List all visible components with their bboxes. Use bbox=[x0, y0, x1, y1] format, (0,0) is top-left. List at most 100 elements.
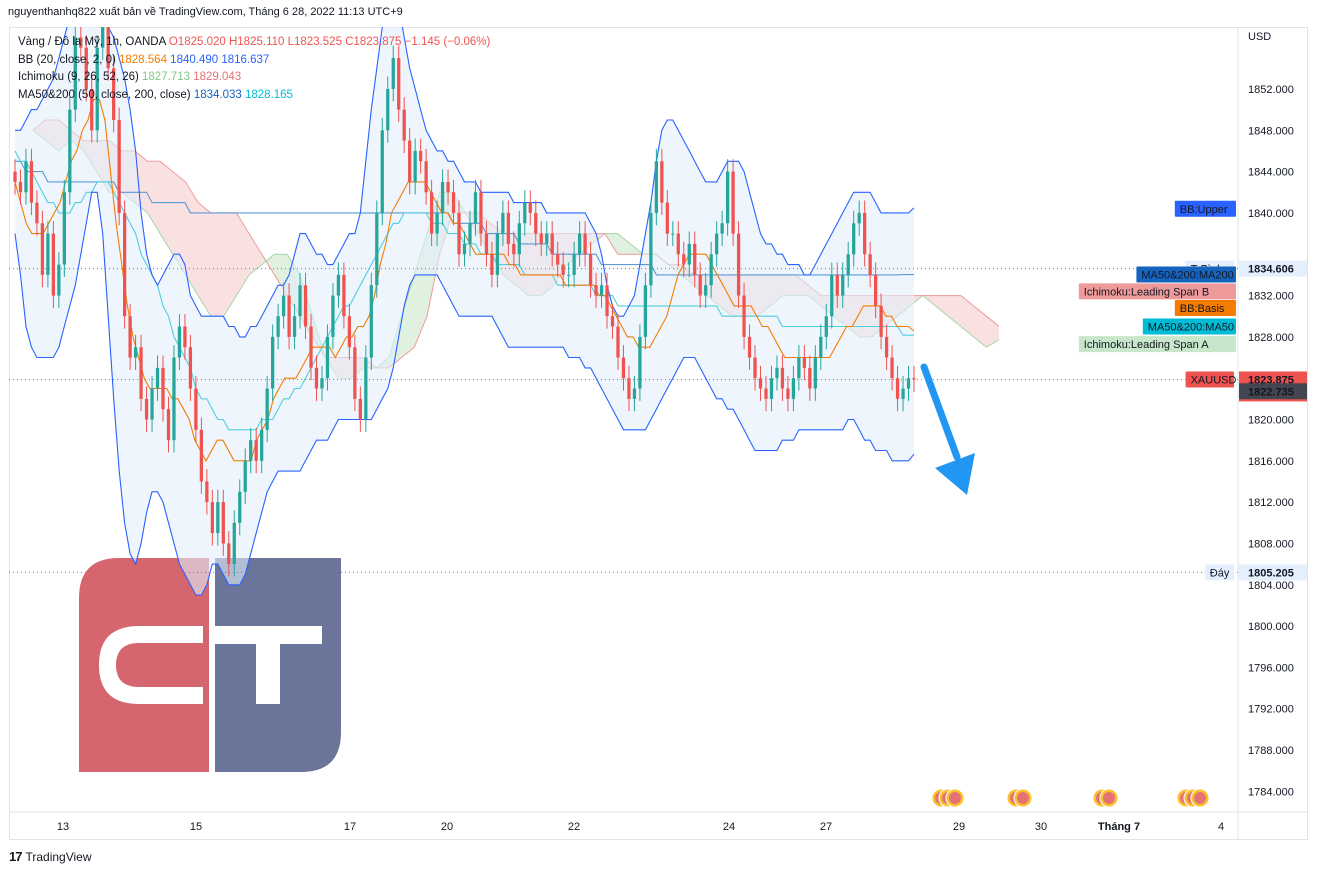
candle-body bbox=[298, 285, 302, 317]
candle-body bbox=[51, 233, 56, 296]
candle-body bbox=[539, 233, 543, 244]
candle-body bbox=[895, 378, 900, 399]
price-tick-label: 1840.000 bbox=[1248, 208, 1294, 220]
candle-body bbox=[561, 264, 565, 275]
candle-body bbox=[808, 367, 812, 389]
candle-body bbox=[567, 274, 571, 276]
span-b-value: 1829.043 bbox=[193, 71, 242, 83]
economic-events[interactable] bbox=[931, 788, 1210, 808]
time-tick-label: Tháng 7 bbox=[1098, 821, 1140, 833]
indicator-tag-box bbox=[1136, 266, 1236, 283]
cloud-segment bbox=[249, 233, 262, 275]
candles[interactable] bbox=[13, 27, 916, 577]
candle-body bbox=[172, 357, 176, 441]
candle-body bbox=[451, 192, 456, 213]
candle-body bbox=[610, 316, 615, 327]
footer[interactable]: 17 TradingView bbox=[9, 849, 92, 864]
candle-body bbox=[375, 212, 379, 286]
candle-body bbox=[556, 254, 560, 265]
legend-row-ichimoku[interactable]: Ichimoku (9, 26, 52, 26) 1827.713 1829.0… bbox=[18, 69, 490, 87]
candle-body bbox=[709, 254, 713, 286]
bollinger-fill bbox=[15, 27, 914, 596]
open-value: O1825.020 bbox=[168, 36, 226, 48]
candle-body bbox=[287, 295, 291, 337]
time-tick-label: 15 bbox=[190, 821, 202, 833]
ma50-value: 1828.165 bbox=[244, 88, 293, 101]
cloud-segment bbox=[935, 295, 949, 317]
candle-body bbox=[588, 254, 593, 286]
price-tick-label: 1816.000 bbox=[1248, 456, 1294, 468]
cloud-segment bbox=[223, 212, 237, 317]
cloud-segment bbox=[172, 171, 186, 275]
candle-body bbox=[873, 274, 878, 306]
candle-body bbox=[57, 264, 61, 296]
candle-body bbox=[29, 161, 34, 203]
candle-body bbox=[177, 326, 182, 358]
candle-body bbox=[704, 285, 708, 296]
candle-body bbox=[199, 429, 204, 482]
indicator-tag-box bbox=[1174, 299, 1236, 316]
candle-body bbox=[879, 305, 883, 337]
indicator-tag-label: MA50&200:MA50 bbox=[1148, 322, 1234, 334]
candle-body bbox=[852, 223, 856, 255]
candle-body bbox=[676, 233, 680, 255]
legend-row-ma[interactable]: MA50&200 (50, close, 200, close) 1834.03… bbox=[18, 87, 490, 105]
candle-body bbox=[112, 68, 116, 120]
candle-body bbox=[523, 202, 527, 224]
candle-body bbox=[687, 243, 691, 265]
cloud-segment bbox=[617, 233, 631, 255]
us-flag-icon bbox=[949, 792, 961, 804]
price-tick-label: 1848.000 bbox=[1248, 125, 1294, 137]
candle-body bbox=[901, 388, 905, 399]
indicator-tag-box bbox=[1185, 371, 1234, 388]
legend-row-bb[interactable]: BB (20, close, 2, 0) 1828.564 1840.490 1… bbox=[18, 52, 490, 70]
candle-body bbox=[101, 27, 105, 48]
footer-brand: TradingView bbox=[25, 849, 92, 864]
indicator-tag-label: BB:Upper bbox=[1180, 204, 1228, 216]
candle-body bbox=[144, 398, 149, 420]
indicator-tag-box bbox=[1204, 564, 1234, 581]
candle-body bbox=[440, 181, 445, 213]
candle-body bbox=[353, 347, 357, 399]
candle-body bbox=[18, 181, 23, 193]
candle-body bbox=[813, 357, 817, 389]
price-tick-label: 1796.000 bbox=[1248, 662, 1294, 674]
indicator-tag-box bbox=[1142, 318, 1236, 335]
candle-body bbox=[303, 285, 308, 327]
candle-body bbox=[249, 440, 253, 461]
candle-body bbox=[906, 378, 911, 389]
candle-body bbox=[725, 171, 730, 224]
time-tick-label: 17 bbox=[344, 821, 356, 833]
price-tick-label: 1828.000 bbox=[1248, 332, 1294, 344]
candle-body bbox=[210, 502, 214, 534]
tradingview-logo-icon: 17 bbox=[9, 849, 23, 864]
candle-body bbox=[682, 254, 686, 265]
candle-body bbox=[753, 357, 757, 379]
candle-body bbox=[424, 161, 428, 193]
price-tick-label: 1800.000 bbox=[1248, 621, 1294, 633]
candle-body bbox=[90, 88, 94, 131]
price-chart[interactable]: USD 1852.000 1848.000 1844.000 1840.000 1832.… bbox=[9, 27, 1308, 840]
candle-body bbox=[254, 440, 258, 461]
price-tick-label: 1820.000 bbox=[1248, 415, 1294, 427]
candle-body bbox=[736, 233, 741, 296]
candle-body bbox=[764, 388, 768, 399]
candle-body bbox=[265, 388, 269, 430]
candle-body bbox=[358, 398, 362, 420]
us-flag-icon bbox=[1194, 792, 1206, 804]
candle-body bbox=[632, 388, 637, 399]
bb-upper-line bbox=[15, 27, 915, 338]
candle-body bbox=[517, 223, 521, 255]
candle-body bbox=[621, 357, 626, 379]
time-tick-label: 30 bbox=[1035, 821, 1047, 833]
candle-body bbox=[79, 37, 83, 48]
low-value: L1823.525 bbox=[287, 36, 342, 48]
price-tag-box bbox=[1239, 383, 1307, 400]
price-tag-box bbox=[1239, 260, 1307, 277]
price-tag-value: 1834.606 bbox=[1248, 264, 1294, 276]
candle-body bbox=[232, 522, 236, 565]
candle-body bbox=[572, 254, 576, 275]
price-tick-label: 1804.000 bbox=[1248, 580, 1294, 592]
legend-row-symbol[interactable]: Vàng / Đô la Mỹ, 1h, OANDA O1825.020 H18… bbox=[18, 34, 490, 52]
candle-body bbox=[830, 274, 834, 317]
